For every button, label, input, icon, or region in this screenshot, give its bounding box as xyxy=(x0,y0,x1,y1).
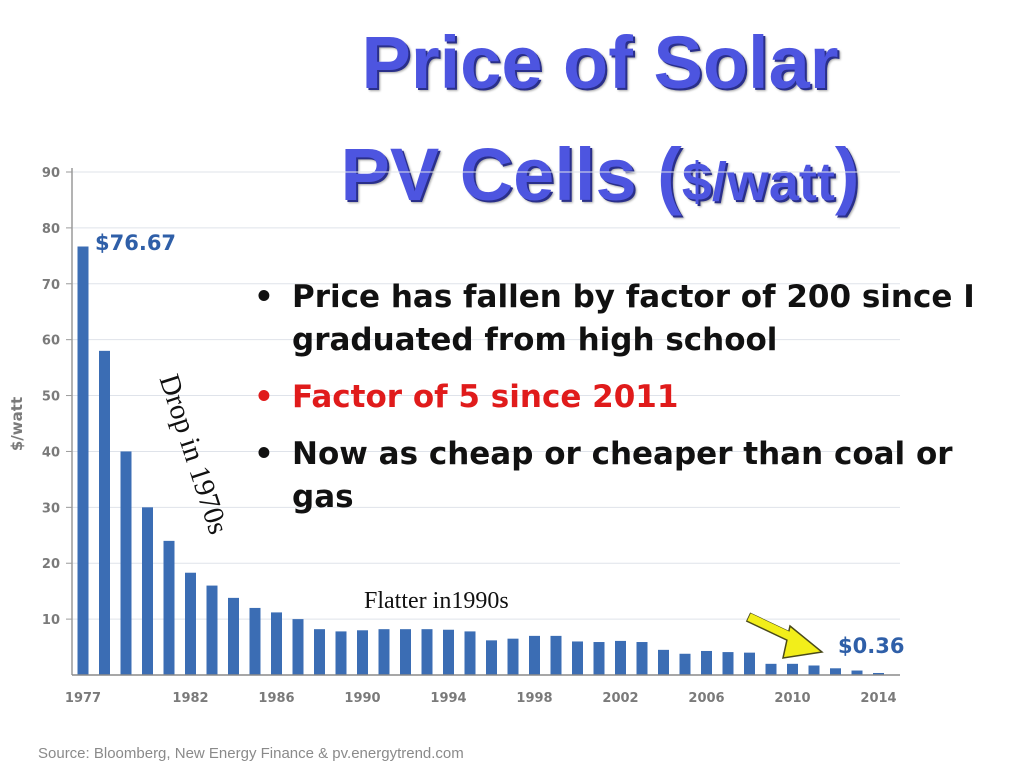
x-tick-label-2002: 2002 xyxy=(602,691,638,706)
y-axis-title: $/watt xyxy=(8,397,26,451)
bar-2010 xyxy=(787,664,798,675)
bar-2001 xyxy=(594,642,605,675)
bar-1988 xyxy=(314,629,325,675)
bar-1982 xyxy=(185,573,196,675)
x-tick-label-2014: 2014 xyxy=(860,691,896,706)
bar-1978 xyxy=(99,351,110,675)
bar-2011 xyxy=(809,665,820,675)
y-tick-label: 50 xyxy=(42,390,60,405)
yellow-arrow xyxy=(748,617,822,658)
bar-2004 xyxy=(658,650,669,675)
x-tick-label-2006: 2006 xyxy=(688,691,724,706)
data-label-1977: $76.67 xyxy=(95,231,176,255)
bar-1999 xyxy=(551,636,562,675)
source-citation: Source: Bloomberg, New Energy Finance & … xyxy=(38,745,464,762)
y-tick-label: 90 xyxy=(42,166,60,181)
y-tick-label: 30 xyxy=(42,501,60,516)
bar-1983 xyxy=(207,586,218,675)
y-tick-label: 60 xyxy=(42,334,60,349)
bar-1980 xyxy=(142,507,153,675)
x-tick-label-1994: 1994 xyxy=(430,691,466,706)
bar-2002 xyxy=(615,641,626,675)
bar-2012 xyxy=(830,668,841,675)
bar-1984 xyxy=(228,598,239,675)
bar-1994 xyxy=(443,630,454,675)
bar-2009 xyxy=(766,664,777,675)
y-tick-label: 40 xyxy=(42,445,60,460)
y-tick-label: 70 xyxy=(42,278,60,293)
x-tick-label-1998: 1998 xyxy=(516,691,552,706)
y-tick-label: 80 xyxy=(42,222,60,237)
data-label-2014: $0.36 xyxy=(838,634,904,658)
annotation-flatter-1990s: Flatter in1990s xyxy=(364,588,509,615)
x-axis: 1977 1982 1986 1990 1994 1998 2002 2006 2010 2014 xyxy=(65,675,900,706)
bar-1977 xyxy=(78,246,89,675)
y-tick-label: 20 xyxy=(42,557,60,572)
bar-2003 xyxy=(637,642,648,675)
bar-1986 xyxy=(271,612,282,675)
x-tick-label-1977: 1977 xyxy=(65,691,101,706)
bar-1991 xyxy=(379,629,390,675)
bar-1995 xyxy=(465,631,476,675)
bullet-item-2: • Factor of 5 since 2011 xyxy=(252,376,1012,419)
bar-1997 xyxy=(508,639,519,675)
bar-2008 xyxy=(744,653,755,675)
bar-1987 xyxy=(293,619,304,675)
bullet-text-3: Now as cheap or cheaper than coal or gas xyxy=(292,436,953,515)
x-tick-label-1990: 1990 xyxy=(344,691,380,706)
bar-1990 xyxy=(357,630,368,675)
bullet-list: • Price has fallen by factor of 200 since… xyxy=(252,276,1012,533)
x-tick-label-2010: 2010 xyxy=(774,691,810,706)
bar-1993 xyxy=(422,629,433,675)
bar-1985 xyxy=(250,608,261,675)
x-tick-label-1982: 1982 xyxy=(172,691,208,706)
bar-1998 xyxy=(529,636,540,675)
bar-2005 xyxy=(680,654,691,675)
bullet-item-3: • Now as cheap or cheaper than coal or ga… xyxy=(252,433,1012,519)
bar-1992 xyxy=(400,629,411,675)
bar-2000 xyxy=(572,641,583,675)
bullet-text-1: Price has fallen by factor of 200 since … xyxy=(292,279,975,358)
arrow-head xyxy=(783,626,822,658)
bullet-text-2: Factor of 5 since 2011 xyxy=(292,379,678,415)
y-tick-label: 10 xyxy=(42,613,60,628)
bar-1979 xyxy=(121,451,132,675)
bar-2007 xyxy=(723,652,734,675)
bullet-item-1: • Price has fallen by factor of 200 since… xyxy=(252,276,1012,362)
y-axis: 10 20 30 40 50 60 70 80 90 $/watt xyxy=(8,166,72,675)
x-tick-label-1986: 1986 xyxy=(258,691,294,706)
bar-1981 xyxy=(164,541,175,675)
bar-1989 xyxy=(336,631,347,675)
slide-title-line-1: Price of Solar xyxy=(250,26,950,100)
bar-1996 xyxy=(486,640,497,675)
bar-2006 xyxy=(701,651,712,675)
